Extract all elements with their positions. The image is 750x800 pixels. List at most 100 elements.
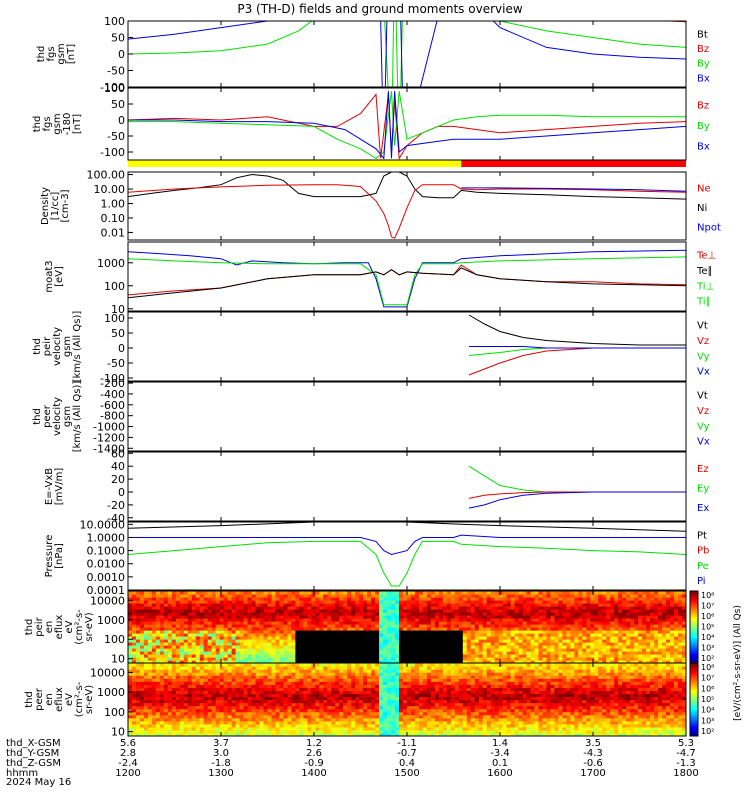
- spectrogram-cell: [167, 684, 173, 688]
- spectrogram-cell: [642, 615, 647, 619]
- spectrogram-cell: [259, 705, 265, 710]
- spectrogram-cell: [371, 591, 376, 595]
- spectrogram-cell: [143, 720, 149, 725]
- spectrogram-cell: [399, 660, 404, 663]
- spectrogram-cell: [331, 711, 336, 716]
- spectrogram-cell: [642, 642, 647, 646]
- legend-Vx: Vx: [697, 437, 710, 448]
- spectrogram-cell: [486, 651, 492, 655]
- spectrogram-cell: [610, 594, 615, 598]
- spectrogram-cell: [287, 621, 293, 625]
- spectrogram-cell: [147, 684, 153, 688]
- spectrogram-cell: [143, 651, 149, 655]
- spectrogram-cell: [526, 600, 532, 604]
- spectrogram-cell: [494, 591, 500, 595]
- spectrogram-cell: [666, 624, 671, 628]
- spectrogram-cell: [542, 624, 548, 628]
- spectrogram-cell: [171, 702, 177, 707]
- spectrogram-cell: [215, 678, 221, 682]
- spectrogram-cell: [654, 597, 659, 601]
- spectrogram-cell: [574, 633, 579, 637]
- spectrogram-cell: [279, 654, 285, 658]
- spectrogram-cell: [287, 600, 293, 604]
- spectrogram-cell: [251, 678, 257, 682]
- spectrogram-cell: [351, 594, 356, 598]
- spectrogram-cell: [498, 600, 504, 604]
- spectrogram-cell: [335, 696, 340, 701]
- spectrogram-cell: [163, 633, 169, 637]
- spectrogram-cell: [562, 600, 568, 604]
- spectrogram-cell: [506, 648, 512, 652]
- spectrogram-cell: [395, 594, 400, 598]
- spectrogram-cell: [407, 627, 412, 631]
- y-axis-label-line: thd: [32, 116, 43, 133]
- spectrogram-cell: [526, 597, 532, 601]
- spectrogram-cell: [474, 594, 480, 598]
- spectrogram-cell: [554, 630, 560, 634]
- spectrogram-cell: [598, 600, 603, 604]
- spectrogram-cell: [490, 615, 496, 619]
- spectrogram-cell: [135, 681, 141, 685]
- spectrogram-cell: [179, 621, 185, 625]
- spectrogram-cell: [203, 726, 209, 731]
- spectrogram-cell: [239, 684, 245, 688]
- y-tick-label: 50: [111, 98, 125, 111]
- spectrogram-cell: [490, 603, 496, 607]
- spectrogram-cell: [159, 648, 165, 652]
- spectrogram-cell: [606, 630, 611, 634]
- spectrogram-cell: [598, 648, 603, 652]
- spectrogram-cell: [299, 705, 304, 710]
- spectrogram-cell: [518, 630, 524, 634]
- spectrogram-cell: [578, 612, 583, 616]
- spectrogram-cell: [171, 603, 177, 607]
- spectrogram-cell: [598, 654, 603, 658]
- spectrogram-cell: [538, 627, 544, 631]
- spectrogram-cell: [271, 600, 277, 604]
- spectrogram-cell: [383, 615, 388, 619]
- spectrogram-cell: [211, 675, 217, 679]
- spectrogram-cell: [594, 615, 599, 619]
- spectrogram-cell: [263, 669, 269, 673]
- spectrogram-cell: [371, 627, 376, 631]
- spectrogram-cell: [135, 699, 141, 704]
- spectrogram-cell: [283, 618, 289, 622]
- spectrogram-cell: [215, 645, 221, 649]
- spectrogram-cell: [231, 648, 237, 652]
- spectrogram-cell: [438, 636, 444, 640]
- spectrogram-cell: [403, 642, 408, 646]
- spectrogram-cell: [207, 663, 213, 667]
- spectrogram-cell: [175, 657, 181, 661]
- spectrogram-cell: [430, 618, 436, 622]
- spectrogram-cell: [630, 654, 635, 658]
- spectrogram-cell: [391, 642, 396, 646]
- spectrogram-cell: [311, 612, 316, 616]
- spectrogram-cell: [351, 642, 356, 646]
- spectrogram-cell: [335, 660, 340, 663]
- spectrogram-cell: [267, 702, 273, 707]
- spectrogram-cell: [414, 621, 420, 625]
- spectrogram-cell: [343, 630, 348, 634]
- spectrogram-cell: [231, 618, 237, 622]
- spectrogram-cell: [283, 612, 289, 616]
- spectrogram-cell: [211, 693, 217, 698]
- spectrogram-cell: [482, 639, 488, 643]
- spectrogram-cell: [331, 693, 336, 698]
- spectrogram-cell: [263, 726, 269, 731]
- spectrogram-cell: [582, 594, 587, 598]
- spectrogram-cell: [187, 708, 193, 713]
- spectrogram-cell: [287, 726, 293, 731]
- spectrogram-cell: [295, 732, 300, 736]
- spectrogram-cell: [243, 669, 249, 673]
- spectrogram-cell: [610, 648, 615, 652]
- spectrogram-cell: [151, 603, 157, 607]
- spectrogram-cell: [514, 639, 520, 643]
- spectrogram-cell: [187, 654, 193, 658]
- spectrogram-cell: [303, 615, 308, 619]
- spectrogram-cell: [319, 600, 324, 604]
- spectrogram-cell: [339, 606, 344, 610]
- spectrogram-cell: [231, 606, 237, 610]
- spectrogram-cell: [299, 690, 304, 695]
- spectrogram-cell: [299, 729, 304, 734]
- spectrogram-cell: [327, 717, 332, 722]
